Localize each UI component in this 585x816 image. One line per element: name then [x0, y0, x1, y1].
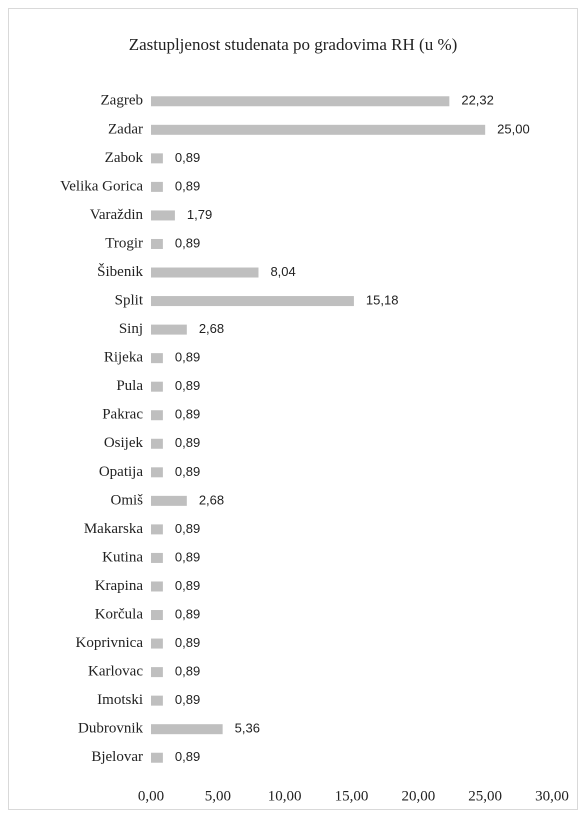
- bar: [151, 495, 187, 506]
- bar: [151, 238, 163, 249]
- y-tick-label: Sinj: [119, 321, 143, 337]
- y-tick-label: Karlovac: [88, 664, 143, 680]
- value-label: 22,32: [461, 93, 494, 108]
- value-label: 15,18: [366, 293, 399, 308]
- value-label: 0,89: [175, 578, 200, 593]
- value-label: 0,89: [175, 664, 200, 679]
- value-label: 0,89: [175, 464, 200, 479]
- bar: [151, 695, 163, 706]
- y-tick-label: Opatija: [99, 464, 143, 480]
- value-label: 0,89: [175, 378, 200, 393]
- y-tick-label: Pakrac: [102, 407, 143, 423]
- y-tick-label: Trogir: [105, 235, 143, 251]
- value-label: 0,89: [175, 350, 200, 365]
- y-tick-label: Osijek: [104, 435, 144, 451]
- y-tick-label: Varaždin: [90, 207, 144, 223]
- value-label: 0,89: [175, 435, 200, 450]
- bar: [151, 524, 163, 535]
- x-tick-label: 5,00: [205, 788, 231, 804]
- value-label: 0,89: [175, 150, 200, 165]
- bar: [151, 96, 450, 107]
- x-tick-label: 0,00: [138, 788, 164, 804]
- bar: [151, 353, 163, 364]
- bar: [151, 410, 163, 421]
- bar: [151, 153, 163, 164]
- value-label: 0,89: [175, 235, 200, 250]
- value-label: 0,89: [175, 692, 200, 707]
- bar: [151, 667, 163, 678]
- value-label: 0,89: [175, 549, 200, 564]
- y-tick-label: Kutina: [102, 549, 143, 565]
- y-tick-label: Makarska: [84, 521, 143, 537]
- x-tick-label: 15,00: [335, 788, 369, 804]
- value-label: 2,68: [199, 492, 224, 507]
- value-label: 1,79: [187, 207, 212, 222]
- value-label: 0,89: [175, 749, 200, 764]
- value-label: 5,36: [235, 721, 260, 736]
- value-label: 2,68: [199, 321, 224, 336]
- value-label: 25,00: [497, 121, 530, 136]
- y-tick-label: Krapina: [95, 578, 144, 594]
- value-label: 0,89: [175, 178, 200, 193]
- bar: [151, 581, 163, 592]
- y-tick-label: Zagreb: [101, 93, 143, 109]
- value-label: 0,89: [175, 635, 200, 650]
- bar: [151, 752, 163, 763]
- y-tick-label: Omiš: [110, 492, 143, 508]
- y-tick-label: Dubrovnik: [78, 721, 143, 737]
- y-tick-label: Šibenik: [97, 263, 143, 280]
- x-tick-label: 20,00: [401, 788, 435, 804]
- x-tick-label: 25,00: [468, 788, 502, 804]
- bar: [151, 296, 354, 307]
- value-label: 0,89: [175, 606, 200, 621]
- y-tick-label: Imotski: [97, 692, 143, 708]
- bar: [151, 124, 486, 135]
- y-tick-label: Koprivnica: [76, 635, 144, 651]
- y-tick-label: Zabok: [105, 150, 144, 166]
- bar: [151, 210, 175, 221]
- bar: [151, 267, 259, 278]
- bar: [151, 181, 163, 192]
- y-tick-label: Bjelovar: [91, 749, 143, 765]
- bar: [151, 438, 163, 449]
- chart-border: [8, 8, 578, 810]
- bar: [151, 381, 163, 392]
- x-tick-label: 30,00: [535, 788, 569, 804]
- chart-title: Zastupljenost studenata po gradovima RH …: [129, 35, 458, 54]
- bar: [151, 638, 163, 649]
- y-tick-label: Velika Gorica: [60, 178, 143, 194]
- x-tick-label: 10,00: [268, 788, 302, 804]
- y-tick-label: Rijeka: [104, 350, 143, 366]
- bar: [151, 724, 223, 735]
- value-label: 8,04: [270, 264, 295, 279]
- y-tick-label: Korčula: [95, 606, 144, 622]
- y-tick-label: Split: [115, 293, 144, 309]
- value-label: 0,89: [175, 521, 200, 536]
- value-label: 0,89: [175, 407, 200, 422]
- y-tick-label: Pula: [116, 378, 143, 394]
- bar: [151, 467, 163, 478]
- y-tick-label: Zadar: [108, 121, 143, 137]
- bar: [151, 610, 163, 621]
- bar: [151, 324, 187, 335]
- bar: [151, 552, 163, 563]
